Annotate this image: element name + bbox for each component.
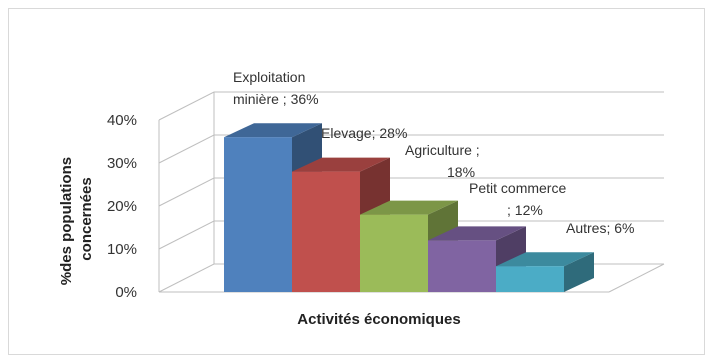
bar-3-front — [360, 214, 428, 292]
bar-5-side — [564, 252, 594, 292]
data-label-4: Petit commerce ; 12% — [469, 180, 566, 218]
data-label-3-line-2: 18% — [447, 164, 475, 180]
data-label-2-line-1: Elevage; 28% — [321, 125, 407, 141]
bar-2-front — [292, 171, 360, 292]
bar-3-top — [360, 200, 458, 215]
bar-1-top — [224, 123, 322, 138]
y-tick-labels: 0% 10% 20% 30% 40% — [107, 112, 137, 301]
data-label-2: Elevage; 28% — [321, 125, 407, 141]
bar-chart-3d: 0% 10% 20% 30% 40% Exploitation minière ; 36%… — [58, 69, 665, 328]
data-label-5-line-1: Autres; 6% — [566, 220, 634, 236]
bars — [224, 123, 594, 292]
x-axis-title: Activités économiques — [297, 311, 460, 328]
bar-5-top — [496, 252, 594, 267]
data-label-3: Agriculture ; 18% — [405, 142, 480, 180]
data-label-4-line-2: ; 12% — [507, 202, 543, 218]
bar-1-front — [224, 137, 292, 292]
y-axis-title-line-1: %des populations — [58, 157, 75, 285]
bar-4-front — [428, 240, 496, 292]
data-label-4-line-1: Petit commerce — [469, 180, 566, 196]
y-tick-label-40: 40% — [107, 112, 137, 129]
chart-frame: 0% 10% 20% 30% 40% Exploitation minière ; 36%… — [8, 8, 705, 355]
y-axis-title-line-2: concernées — [78, 177, 95, 260]
bar-4-top — [428, 226, 526, 241]
bar-5 — [496, 252, 594, 292]
data-label-1: Exploitation minière ; 36% — [233, 69, 319, 107]
data-labels: Exploitation minière ; 36% Elevage; 28%Agr… — [233, 69, 634, 236]
data-label-1-line-2: minière ; 36% — [233, 91, 319, 107]
y-axis-title: %des populations concernées — [58, 153, 95, 286]
y-tick-label-30: 30% — [107, 155, 137, 172]
y-tick-label-0: 0% — [115, 284, 137, 301]
y-tick-label-10: 10% — [107, 241, 137, 258]
bar-2-top — [292, 157, 390, 172]
data-label-1-line-1: Exploitation — [233, 69, 305, 85]
data-label-5: Autres; 6% — [566, 220, 634, 236]
bar-5-front — [496, 266, 564, 292]
y-tick-label-20: 20% — [107, 198, 137, 215]
floor-right-edge — [608, 263, 665, 293]
data-label-3-line-1: Agriculture ; — [405, 142, 480, 158]
